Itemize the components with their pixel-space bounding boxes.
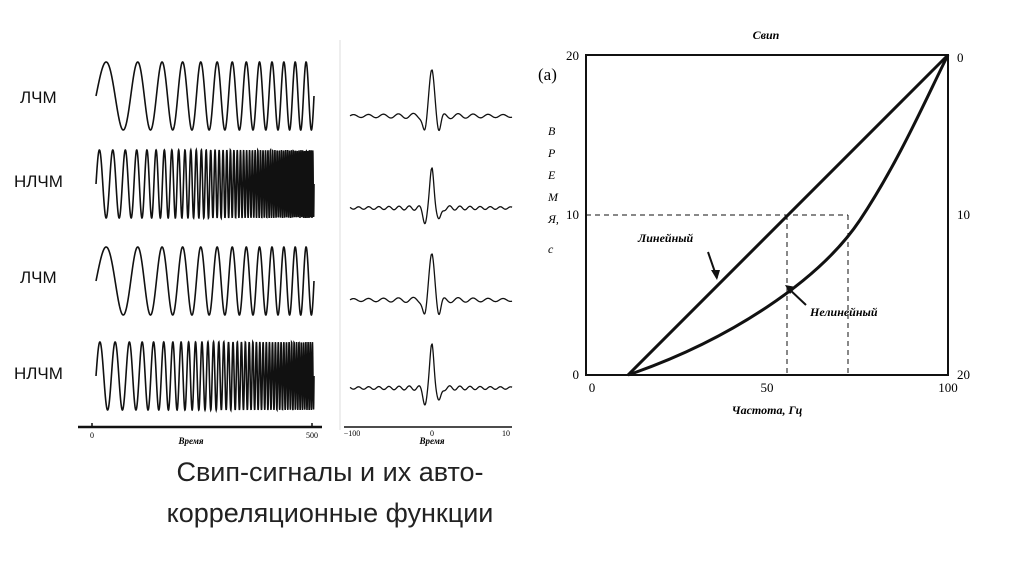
nonlinear-sweep-curve xyxy=(627,54,950,377)
ylabel-letter-4: М xyxy=(547,190,559,204)
panel-tag: (a) xyxy=(538,65,557,84)
linear-label: Линейный xyxy=(637,231,694,245)
ylabel-letter-1: В xyxy=(548,124,556,138)
ylabel-letter-3: Е xyxy=(547,168,556,182)
y-right-tick-10: 10 xyxy=(957,207,970,222)
y-right-tick-20: 20 xyxy=(957,367,970,382)
signal-tick-label-500: 500 xyxy=(306,431,318,440)
nonlinear-label: Нелинейный xyxy=(809,305,878,319)
chirp-signal-1 xyxy=(95,61,315,131)
caption-line-2: корреляционные функции xyxy=(166,498,494,528)
linear-sweep-curve xyxy=(626,53,950,377)
row-label-2: НЛЧМ xyxy=(14,172,63,191)
acf-axis-label: Время xyxy=(418,436,444,446)
caption-line-1: Свип-сигналы и их авто- xyxy=(176,457,484,487)
nonlinear-arrowhead xyxy=(785,285,796,294)
ylabel-letter-5: Я, xyxy=(547,212,559,226)
acf-tick-label-10: 10 xyxy=(502,429,510,438)
ylabel-letter-2: Р xyxy=(547,146,556,160)
row-label-4: НЛЧМ xyxy=(14,364,63,383)
signal-axis-label: Время xyxy=(177,436,203,446)
acf-tick-label-m100: −100 xyxy=(344,429,361,438)
chirp-signal-4 xyxy=(95,339,315,414)
x-tick-0: 0 xyxy=(589,380,596,395)
signal-tick-label-0: 0 xyxy=(90,431,94,440)
autocorrelation-4 xyxy=(349,343,513,406)
y-left-tick-0: 0 xyxy=(573,367,580,382)
ylabel-letter-6: с xyxy=(548,242,554,256)
autocorrelation-waveforms xyxy=(349,69,513,406)
chirp-signal-2 xyxy=(95,147,315,221)
row-label-1: ЛЧМ xyxy=(20,88,57,107)
autocorrelation-3 xyxy=(349,253,513,316)
autocorrelation-1 xyxy=(349,69,513,132)
x-tick-50: 50 xyxy=(761,380,774,395)
x-tick-100: 100 xyxy=(938,380,958,395)
sweep-plot: (a) Свип В Р Е М Я, с 20 10 0 0 10 20 0 … xyxy=(538,28,970,417)
acf-tick-label-0: 0 xyxy=(430,429,434,438)
y-right-tick-0: 0 xyxy=(957,50,964,65)
sweep-plot-title: Свип xyxy=(753,28,780,42)
chirp-signal-3 xyxy=(95,246,315,316)
x-axis-label: Частота, Гц xyxy=(732,403,803,417)
row-label-3: ЛЧМ xyxy=(20,268,57,287)
linear-arrowhead xyxy=(711,270,720,280)
y-left-tick-10: 10 xyxy=(566,207,579,222)
chirp-waveforms xyxy=(95,61,315,414)
autocorrelation-2 xyxy=(349,167,513,225)
figure-caption: Свип-сигналы и их авто- корреляционные ф… xyxy=(120,452,540,534)
y-left-tick-20: 20 xyxy=(566,48,579,63)
signals-figure: 0 500 Время −100 0 10 Время xyxy=(78,40,513,446)
